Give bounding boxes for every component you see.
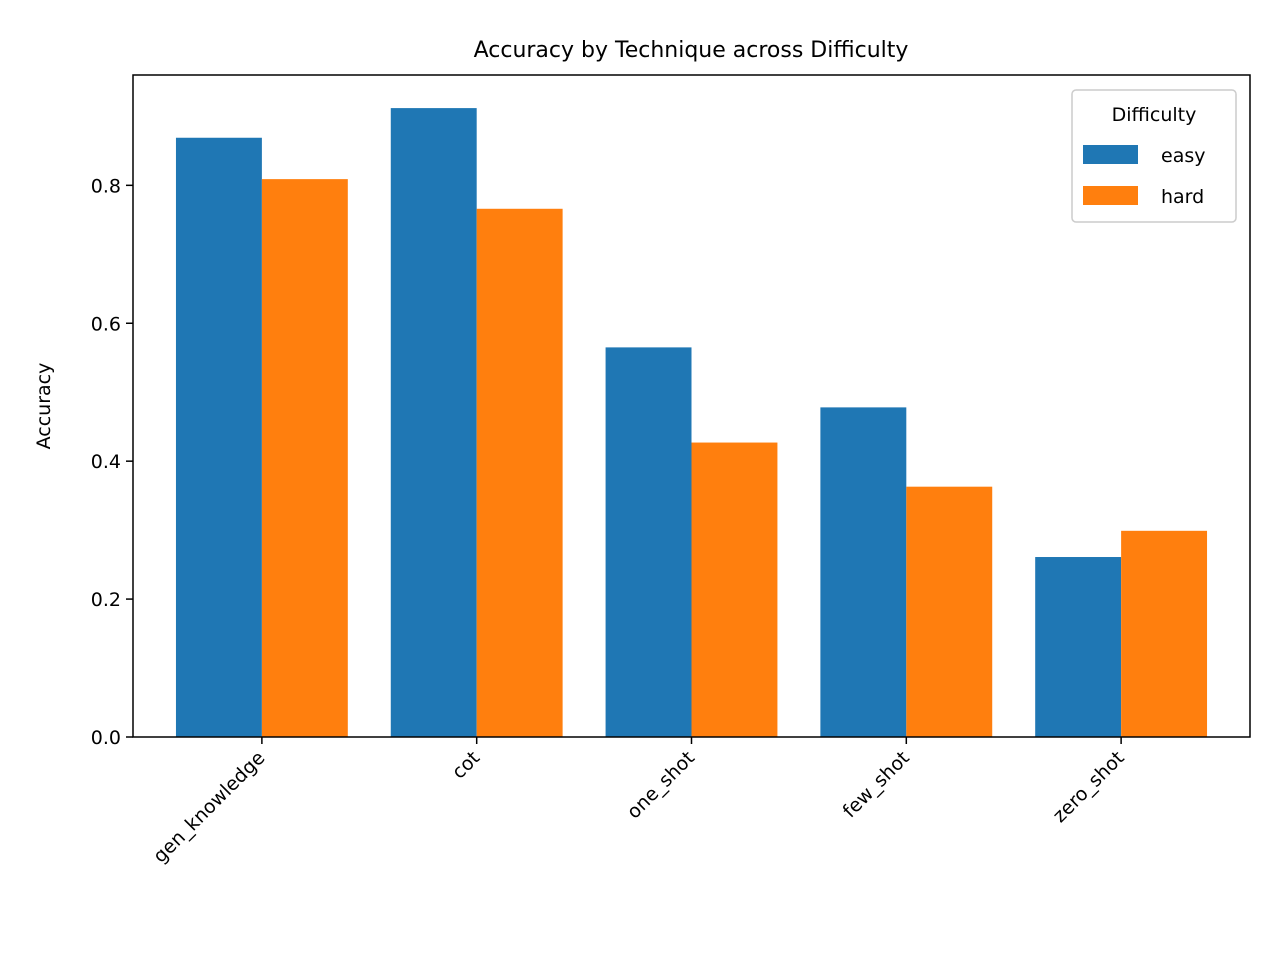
y-axis-label: Accuracy xyxy=(33,363,55,450)
y-tick-label: 0.2 xyxy=(91,589,121,611)
bar-hard-gen_knowledge xyxy=(261,179,348,738)
x-tick-label: zero_shot xyxy=(1049,747,1129,827)
x-tick-label: one_shot xyxy=(623,747,699,823)
bar-easy-one_shot xyxy=(605,347,692,737)
y-tick-label: 0.8 xyxy=(91,175,121,197)
x-tick-label: cot xyxy=(448,747,484,783)
legend-swatch-easy xyxy=(1083,145,1138,164)
bar-hard-one_shot xyxy=(691,442,778,737)
bar-hard-zero_shot xyxy=(1121,530,1208,737)
legend-items: easy hard xyxy=(1083,145,1205,208)
bars-layer xyxy=(175,108,1208,738)
y-tick-label: 0.0 xyxy=(91,727,121,749)
bar-easy-few_shot xyxy=(820,407,907,737)
legend: Difficulty easy hard xyxy=(1071,89,1237,223)
bar-easy-zero_shot xyxy=(1035,557,1122,737)
x-tick-label: few_shot xyxy=(839,747,914,822)
y-tick-label: 0.6 xyxy=(91,313,121,335)
chart-title: Accuracy by Technique across Difficulty xyxy=(474,38,909,63)
bar-easy-cot xyxy=(390,108,477,738)
x-tick-label: gen_knowledge xyxy=(149,747,269,867)
legend-swatch-hard xyxy=(1083,186,1138,205)
bar-easy-gen_knowledge xyxy=(175,137,262,738)
bar-hard-few_shot xyxy=(906,486,993,737)
y-tick-label: 0.4 xyxy=(91,451,121,473)
bar-hard-cot xyxy=(476,208,563,737)
legend-title: Difficulty xyxy=(1112,104,1197,126)
legend-label-hard: hard xyxy=(1161,186,1204,208)
legend-label-easy: easy xyxy=(1161,145,1205,167)
